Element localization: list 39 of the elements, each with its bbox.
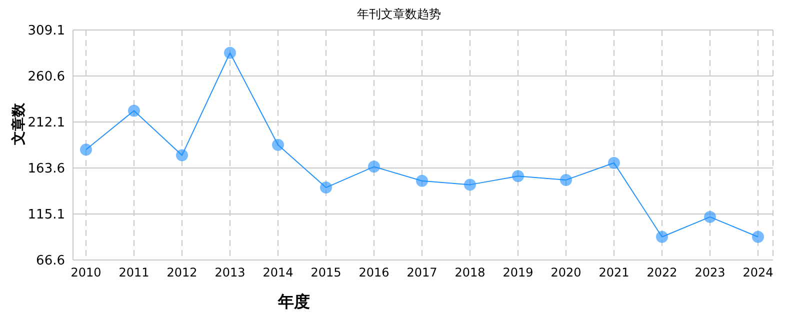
point bbox=[464, 178, 476, 191]
chart-title: 年刊文章数趋势 bbox=[356, 6, 442, 23]
y-tick-label: 66.6 bbox=[36, 254, 65, 269]
point bbox=[752, 230, 764, 243]
point bbox=[656, 230, 668, 243]
x-tick-label: 2011 bbox=[118, 266, 150, 280]
point bbox=[608, 156, 620, 169]
x-tick-label: 2022 bbox=[646, 266, 678, 280]
y-tick-label: 163.6 bbox=[28, 162, 65, 177]
y-tick-label: 309.1 bbox=[28, 24, 65, 39]
point bbox=[416, 174, 428, 187]
point bbox=[272, 138, 284, 151]
x-tick-label: 2014 bbox=[262, 266, 294, 280]
x-tick-label: 2023 bbox=[694, 266, 726, 280]
point bbox=[320, 182, 332, 194]
point bbox=[560, 174, 572, 186]
x-tick-label: 2010 bbox=[70, 266, 102, 280]
x-tick-label: 2013 bbox=[214, 266, 246, 280]
y-tick-label: 212.1 bbox=[28, 116, 65, 131]
point bbox=[368, 160, 380, 173]
y-axis-title: 文章数 bbox=[10, 102, 27, 146]
x-tick-label: 2019 bbox=[502, 266, 534, 280]
point bbox=[176, 149, 188, 162]
point bbox=[224, 46, 236, 59]
x-tick-label: 2020 bbox=[550, 266, 582, 280]
x-tick-label: 2016 bbox=[358, 266, 390, 280]
point bbox=[512, 170, 524, 182]
point bbox=[704, 210, 716, 223]
x-tick-label: 2017 bbox=[406, 266, 438, 280]
x-tick-label: 2024 bbox=[742, 266, 774, 280]
x-tick-label: 2018 bbox=[454, 266, 486, 280]
x-tick-label: 2021 bbox=[598, 266, 630, 280]
y-tick-label: 115.1 bbox=[28, 208, 65, 223]
y-tick-label: 260.6 bbox=[28, 70, 65, 85]
x-tick-label: 2015 bbox=[310, 266, 342, 280]
x-tick-label: 2012 bbox=[166, 266, 198, 280]
point bbox=[128, 104, 140, 117]
point bbox=[80, 144, 92, 156]
x-axis-title: 年度 bbox=[278, 292, 310, 313]
